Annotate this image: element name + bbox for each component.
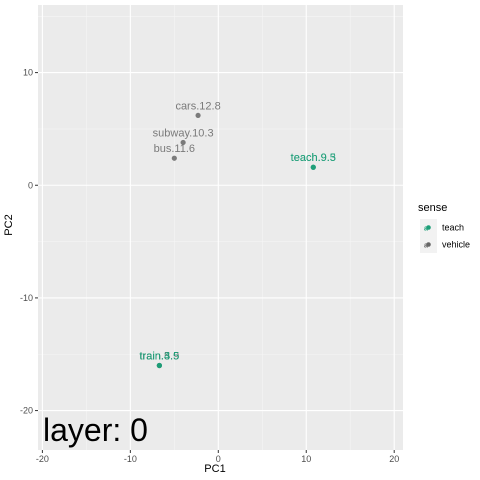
point-label: train.5.9: [139, 351, 179, 363]
legend-key-glyph: a: [424, 226, 428, 233]
y-tick-label: -10: [20, 293, 33, 303]
data-point: [156, 362, 162, 369]
legend-title: sense: [418, 202, 447, 214]
y-axis-ticks: -20 -10 0 10: [20, 68, 38, 416]
x-axis-ticks: -20 -10 0 10 20: [36, 450, 399, 464]
point-labels: cars.12.8 subway.10.3 bus.11.6 teach.9.5tea…: [139, 100, 335, 362]
major-gridlines: [38, 5, 403, 450]
data-points: [156, 112, 316, 369]
legend-key-point: [426, 242, 431, 247]
point-label: train.4.5: [139, 351, 179, 363]
y-tick-label: 10: [23, 68, 33, 78]
plot-panel: [38, 5, 403, 450]
x-tick-label: 0: [216, 454, 221, 464]
legend-key-glyph: a: [424, 243, 428, 250]
point-label: teach.9.3: [291, 152, 336, 164]
minor-gridlines: [38, 5, 403, 450]
data-point: [310, 164, 316, 170]
legend-label: vehicle: [442, 240, 470, 250]
y-tick-label: 0: [28, 180, 33, 190]
layer-annotation: layer: 0: [43, 412, 148, 448]
data-point: [171, 155, 177, 161]
point-label: train.3.5: [139, 351, 179, 363]
x-tick-label: 10: [301, 454, 311, 464]
legend: sense a teach a vehicle: [418, 202, 470, 253]
data-point: [180, 139, 186, 146]
legend-key-point: [426, 225, 431, 230]
y-axis-title: PC2: [3, 214, 15, 235]
data-point: [195, 112, 201, 119]
x-tick-label: -20: [36, 454, 49, 464]
x-axis-title: PC1: [204, 463, 225, 475]
point-label: cars.12.8: [175, 100, 220, 112]
legend-label: teach: [442, 223, 464, 233]
x-tick-label: -10: [124, 454, 137, 464]
point-label: subway.10.3: [153, 127, 214, 139]
point-label: teach.9.5: [291, 152, 336, 164]
x-tick-label: 20: [389, 454, 399, 464]
point-label: bus.11.6: [154, 143, 195, 155]
y-tick-label: -20: [20, 406, 33, 416]
